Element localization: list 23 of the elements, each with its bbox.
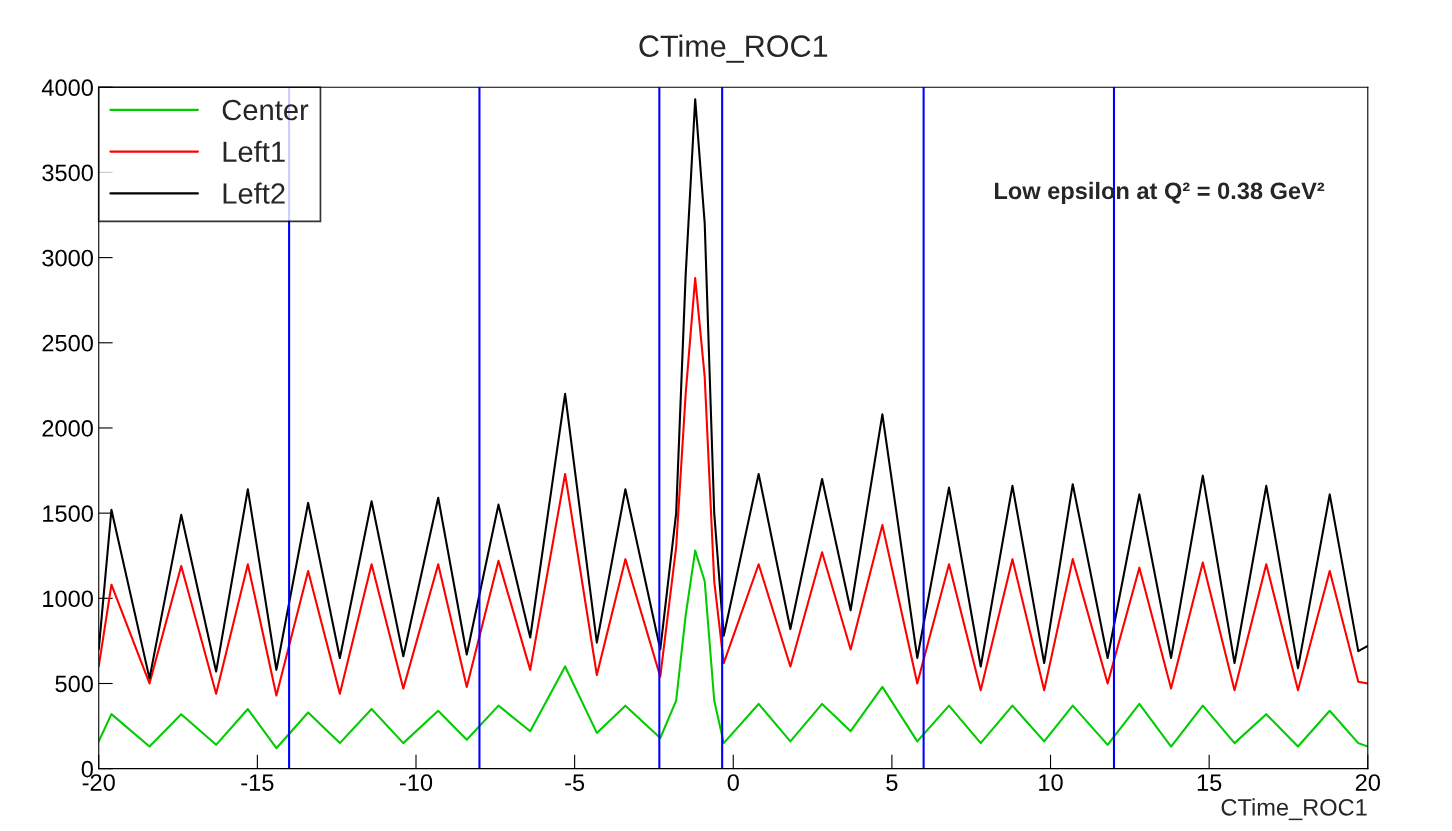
x-tick-label: 15 (1197, 774, 1222, 791)
legend-label: Left2 (223, 182, 285, 204)
y-tick-label: 4000 (41, 79, 93, 97)
x-tick-label: 5 (886, 774, 898, 791)
y-tick-label: 1500 (43, 505, 93, 522)
y-tick-label: 1000 (43, 590, 93, 608)
y-tick-label: 2000 (42, 420, 93, 437)
line-series (98, 549, 1368, 750)
y-tick-label: 3500 (42, 164, 93, 182)
x-tick-label: -5 (565, 774, 585, 791)
x-tick-label: -10 (399, 774, 433, 791)
legend-label: Center (222, 99, 309, 121)
x-tick-label: 10 (1039, 774, 1063, 791)
y-tick-label: 2500 (42, 334, 93, 352)
x-tick-label: -15 (241, 774, 274, 791)
chart-title: CTime_ROC1 (639, 34, 828, 63)
y-tick-label: 500 (55, 675, 93, 693)
y-tick-label: 3000 (42, 249, 93, 267)
line-series (98, 277, 1368, 697)
x-tick-label: 0 (727, 774, 739, 791)
x-axis-title: CTime_ROC1 (1221, 798, 1367, 821)
legend-label: Left1 (223, 140, 285, 163)
x-tick-label: 20 (1355, 774, 1380, 791)
